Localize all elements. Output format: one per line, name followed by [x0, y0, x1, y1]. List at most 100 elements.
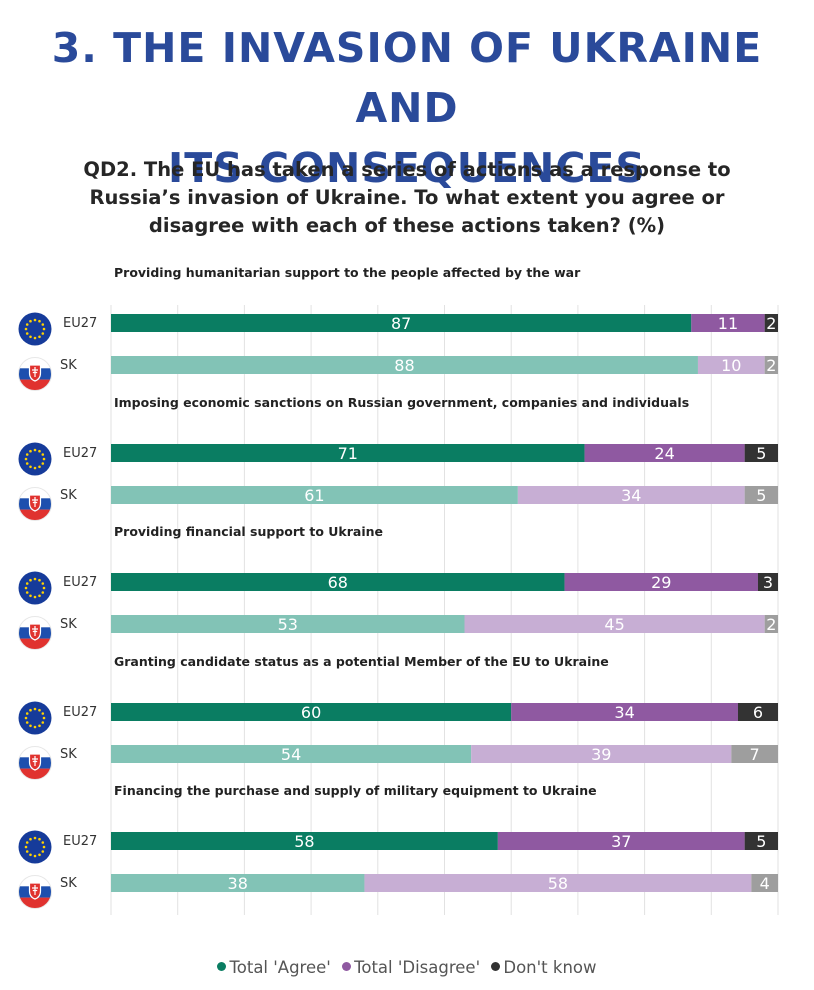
sk-flag-stripe-white — [18, 357, 52, 369]
eu-flag-circle — [18, 830, 52, 864]
country-label: EU27 — [63, 446, 97, 461]
sk-flag-stripe-white — [18, 746, 52, 758]
bar-segment-agree — [111, 874, 365, 892]
legend-label-dontknow: Don't know — [503, 958, 597, 977]
data-label-disagree: 29 — [651, 573, 671, 592]
eu-flag-icon — [18, 701, 52, 735]
bar-segment-disagree — [511, 703, 738, 721]
data-label-agree: 38 — [228, 874, 248, 893]
eu-flag-star — [42, 457, 46, 461]
sk-flag-ring — [18, 487, 52, 521]
eu-flag-star — [29, 853, 32, 857]
bar-segment-disagree — [691, 314, 765, 332]
data-label-agree: 61 — [304, 486, 324, 505]
eu-flag-star — [41, 462, 45, 465]
data-label-agree: 58 — [294, 832, 314, 851]
eu-flag-star — [25, 582, 29, 585]
bar-segment-dontknow — [744, 832, 778, 850]
eu-flag-star — [41, 582, 45, 585]
eu-flag-circle — [18, 571, 52, 605]
eu-flag-circle — [18, 701, 52, 735]
eu-flag-star — [41, 712, 45, 715]
data-label-agree: 68 — [328, 573, 348, 592]
eu-flag-icon — [18, 571, 52, 605]
bar-segment-disagree — [471, 745, 732, 763]
legend-item-agree: Total 'Agree' — [217, 958, 331, 977]
data-label-dontknow: 4 — [760, 874, 770, 893]
question-label: Financing the purchase and supply of mil… — [114, 783, 597, 798]
data-label-agree: 53 — [278, 615, 298, 634]
eu-flag-star — [38, 335, 41, 339]
bar-segment-disagree — [564, 573, 758, 591]
eu-flag-star — [25, 850, 29, 853]
eu-flag-star — [41, 332, 45, 335]
data-label-dontknow: 6 — [753, 703, 763, 722]
eu-flag-star — [41, 850, 45, 853]
sk-flag-ring — [18, 875, 52, 909]
sk-flag-icon — [18, 746, 52, 780]
data-label-agree: 88 — [394, 356, 414, 375]
eu-flag-star — [42, 586, 46, 590]
eu-flag-star — [33, 854, 37, 858]
eu-flag-star — [29, 449, 32, 453]
sk-flag-cross — [32, 626, 38, 636]
sk-flag-ring — [18, 746, 52, 780]
question-label: Granting candidate status as a potential… — [114, 654, 609, 669]
data-label-dontknow: 3 — [763, 573, 773, 592]
eu-flag-star — [41, 323, 45, 326]
data-label-agree: 87 — [391, 314, 411, 333]
eu-flag-star — [29, 724, 32, 728]
bar-segment-agree — [111, 703, 512, 721]
bar-segment-agree — [111, 486, 518, 504]
country-label: SK — [60, 358, 77, 373]
sk-flag-cross — [32, 367, 38, 377]
page-title-line2: ITS CONSEQUENCES — [168, 144, 646, 192]
legend-item-disagree: Total 'Disagree' — [342, 958, 480, 977]
bar-segment-disagree — [517, 486, 745, 504]
eu-flag-star — [29, 837, 32, 841]
eu-flag-star — [29, 335, 32, 339]
sk-flag-cross — [32, 497, 38, 507]
eu-flag-star — [25, 462, 29, 465]
data-label-dontknow: 2 — [766, 615, 776, 634]
sk-flag-stripe-red — [18, 379, 52, 391]
question-text: QD2. The EU has taken a series of action… — [83, 158, 731, 237]
eu-flag-star — [38, 319, 41, 323]
eu-flag-star — [38, 578, 41, 582]
eu-flag-star — [41, 453, 45, 456]
eu-flag-star — [33, 448, 37, 452]
sk-flag-ring — [18, 616, 52, 650]
bar-segment-dontknow — [751, 874, 778, 892]
eu-flag-star — [41, 841, 45, 844]
data-label-disagree: 58 — [548, 874, 568, 893]
bar-segment-dontknow — [744, 444, 778, 462]
bar-segment-dontknow — [757, 573, 778, 591]
eu-flag-star — [38, 724, 41, 728]
data-label-dontknow: 7 — [750, 745, 760, 764]
eu-flag-star — [25, 453, 29, 456]
sk-flag-icon — [18, 357, 52, 391]
eu-flag-star — [24, 845, 28, 849]
eu-flag-star — [25, 712, 29, 715]
bar-segment-dontknow — [731, 745, 778, 763]
eu-flag-star — [33, 318, 37, 322]
bar-segment-agree — [111, 444, 585, 462]
chart-legend: Total 'Agree' Total 'Disagree' Don't kno… — [0, 958, 814, 977]
eu-flag-star — [33, 336, 37, 340]
bar-segment-agree — [111, 745, 472, 763]
eu-flag-circle — [18, 312, 52, 346]
data-label-disagree: 10 — [721, 356, 741, 375]
eu-flag-star — [33, 466, 37, 470]
sk-flag-stripe-red — [18, 768, 52, 780]
sk-flag-icon — [18, 616, 52, 650]
data-label-disagree: 34 — [614, 703, 634, 722]
eu-flag-icon — [18, 312, 52, 346]
bar-segment-agree — [111, 314, 692, 332]
legend-dot-disagree — [342, 962, 352, 971]
data-label-agree: 60 — [301, 703, 321, 722]
sk-flag-stripe-red — [18, 509, 52, 521]
eu-flag-star — [41, 721, 45, 724]
sk-flag-stripe-red — [18, 638, 52, 650]
page-title-line1: 3. THE INVASION OF UKRAINE AND — [51, 24, 763, 132]
